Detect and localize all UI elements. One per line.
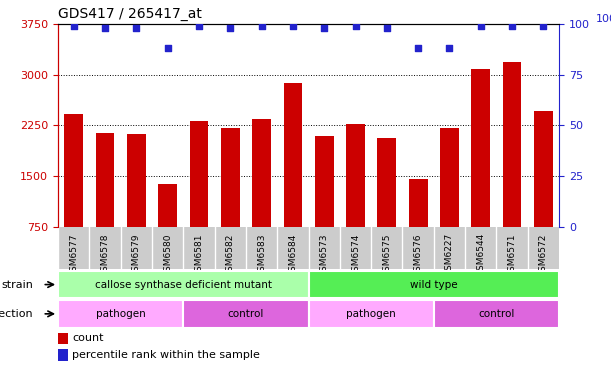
Point — [100, 25, 110, 31]
Point — [382, 25, 392, 31]
Text: GSM6574: GSM6574 — [351, 233, 360, 277]
Bar — [378, 138, 396, 278]
Point — [257, 23, 266, 29]
Bar — [183, 300, 309, 328]
Text: GSM6579: GSM6579 — [132, 233, 141, 277]
Point — [445, 45, 455, 51]
Bar — [309, 271, 559, 298]
Text: control: control — [228, 309, 264, 319]
Bar — [95, 134, 114, 278]
Bar — [58, 271, 309, 298]
Text: callose synthase deficient mutant: callose synthase deficient mutant — [95, 280, 272, 290]
Bar — [64, 114, 83, 278]
Bar — [315, 135, 334, 278]
Bar — [221, 128, 240, 278]
Bar — [309, 300, 434, 328]
Text: GSM6227: GSM6227 — [445, 233, 454, 276]
Text: GSM6544: GSM6544 — [477, 233, 485, 276]
Point — [69, 23, 79, 29]
Bar — [440, 128, 459, 278]
Bar — [284, 83, 302, 278]
Text: GSM6576: GSM6576 — [414, 233, 423, 277]
Text: GSM6577: GSM6577 — [69, 233, 78, 277]
Text: GSM6573: GSM6573 — [320, 233, 329, 277]
Point — [413, 45, 423, 51]
Bar — [58, 349, 68, 361]
Bar — [434, 300, 559, 328]
Text: control: control — [478, 309, 514, 319]
Text: wild type: wild type — [410, 280, 458, 290]
Bar — [189, 121, 208, 278]
Text: GSM6584: GSM6584 — [288, 233, 298, 277]
Point — [538, 23, 548, 29]
Point — [507, 23, 517, 29]
Bar — [58, 300, 183, 328]
Bar — [127, 134, 146, 278]
Bar — [158, 184, 177, 278]
Text: GSM6578: GSM6578 — [101, 233, 109, 277]
Point — [225, 25, 235, 31]
Text: GSM6582: GSM6582 — [226, 233, 235, 277]
Bar — [534, 111, 553, 278]
Text: GSM6583: GSM6583 — [257, 233, 266, 277]
Point — [288, 23, 298, 29]
Text: strain: strain — [1, 280, 33, 290]
Text: percentile rank within the sample: percentile rank within the sample — [72, 350, 260, 360]
Point — [351, 23, 360, 29]
Point — [194, 23, 204, 29]
Point — [320, 25, 329, 31]
Text: GSM6571: GSM6571 — [508, 233, 516, 277]
Point — [476, 23, 486, 29]
Text: GSM6581: GSM6581 — [194, 233, 203, 277]
Text: GSM6572: GSM6572 — [539, 233, 548, 277]
Bar — [503, 62, 521, 278]
Text: GSM6575: GSM6575 — [382, 233, 391, 277]
Text: pathogen: pathogen — [346, 309, 396, 319]
Y-axis label: 100%: 100% — [595, 14, 611, 24]
Text: GSM6580: GSM6580 — [163, 233, 172, 277]
Point — [163, 45, 172, 51]
Text: infection: infection — [0, 309, 33, 319]
Bar — [252, 119, 271, 278]
Bar — [409, 179, 428, 278]
Text: count: count — [72, 333, 104, 343]
Bar — [472, 69, 490, 278]
Bar — [346, 124, 365, 278]
Bar — [58, 333, 68, 344]
Point — [131, 25, 141, 31]
Text: pathogen: pathogen — [96, 309, 145, 319]
Text: GDS417 / 265417_at: GDS417 / 265417_at — [58, 7, 202, 21]
